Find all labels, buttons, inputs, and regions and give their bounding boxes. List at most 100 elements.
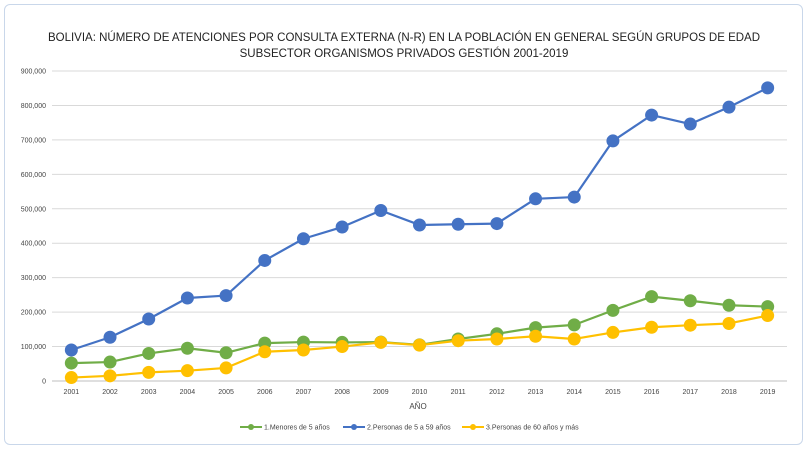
data-point [142,312,156,326]
data-point [142,365,156,379]
data-point [413,218,426,232]
data-point [219,289,233,303]
legend-marker [470,424,476,430]
data-point [567,332,581,346]
legend-label: 2.Personas de 5 a 59 años [367,425,451,432]
legend-label: 1.Menores de 5 años [264,425,330,432]
x-tick-label: 2011 [451,389,466,396]
y-tick-label: 400,000 [21,241,46,248]
y-tick-label: 100,000 [21,344,46,351]
data-point [645,290,659,304]
data-point [258,345,272,359]
data-point [103,355,117,369]
x-axis-title: AÑO [409,402,426,411]
series-3 [64,309,775,385]
data-point [761,300,775,314]
data-point [64,371,78,385]
data-point [296,343,310,357]
data-point [645,108,659,122]
x-tick-label: 2019 [760,389,776,396]
x-tick-label: 2016 [644,389,660,396]
x-tick-label: 2002 [102,389,118,396]
data-point [451,334,465,348]
data-point [413,338,426,352]
data-point [64,343,78,357]
chart-frame [4,4,803,445]
x-tick-label: 2012 [489,389,505,396]
data-point [219,346,233,360]
data-point [180,341,194,355]
data-point [761,81,775,95]
data-point [374,335,388,349]
legend: 1.Menores de 5 años 2.Personas de 5 a 59 … [240,424,579,432]
data-point [490,332,504,346]
chart-subtitle: SUBSECTOR ORGANISMOS PRIVADOS GESTIÓN 20… [240,47,569,60]
x-axis-ticks: 2001 2002 2003 2004 2005 2006 2007 2008 2009 2010… [64,389,776,396]
data-point [529,329,543,343]
x-tick-label: 2007 [296,389,312,396]
x-tick-label: 2013 [528,389,544,396]
grid [52,70,787,382]
chart-title: BOLIVIA: NÚMERO DE ATENCIONES POR CONSUL… [48,31,760,44]
series-line [71,295,768,365]
y-tick-label: 700,000 [21,137,46,144]
data-point [296,232,310,246]
x-tick-label: 2001 [64,389,80,396]
data-point [490,217,504,231]
legend-marker [248,424,254,430]
x-tick-label: 2010 [412,389,428,396]
y-axis-ticks: 0 100,000 200,000 300,000 400,000 500,000 600,… [21,69,46,386]
x-tick-label: 2018 [721,389,737,396]
x-tick-label: 2009 [373,389,389,396]
data-point [64,356,78,370]
legend-item: 1.Menores de 5 años [240,424,330,432]
data-point [451,217,465,231]
x-tick-label: 2017 [683,389,699,396]
y-tick-label: 600,000 [21,172,46,179]
data-point [335,220,349,234]
data-point [567,318,581,332]
data-point [722,100,736,114]
data-point [103,369,117,383]
data-point [683,117,697,131]
data-point [722,298,736,312]
x-tick-label: 2015 [605,389,621,396]
x-tick-label: 2014 [566,389,582,396]
data-point [374,204,388,217]
data-point [645,320,659,334]
data-point [722,316,736,330]
y-tick-label: 800,000 [21,103,46,110]
series-1 [64,290,775,370]
data-point [606,134,620,148]
data-point [142,346,156,360]
legend-marker [351,424,357,430]
data-point [219,361,233,375]
y-tick-label: 300,000 [21,275,46,282]
x-tick-label: 2008 [334,389,350,396]
series-2 [64,81,775,357]
y-tick-label: 200,000 [21,310,46,317]
series-group [64,81,775,385]
data-point [761,309,775,323]
x-tick-label: 2003 [141,389,157,396]
legend-label: 3.Personas de 60 años y más [486,425,579,432]
data-point [606,303,620,317]
data-point [335,340,349,354]
legend-item: 2.Personas de 5 a 59 años [343,424,451,432]
x-tick-label: 2005 [218,389,234,396]
data-point [180,291,194,305]
data-point [606,325,620,339]
data-point [103,330,117,344]
data-point [567,190,581,204]
data-point [683,318,697,332]
x-tick-label: 2004 [180,389,196,396]
data-point [529,192,543,206]
data-point [683,294,697,308]
legend-item: 3.Personas de 60 años y más [462,424,579,432]
data-point [258,253,272,267]
y-tick-label: 500,000 [21,206,46,213]
x-tick-label: 2006 [257,389,273,396]
data-point [180,364,194,378]
y-tick-label: 900,000 [21,69,46,76]
